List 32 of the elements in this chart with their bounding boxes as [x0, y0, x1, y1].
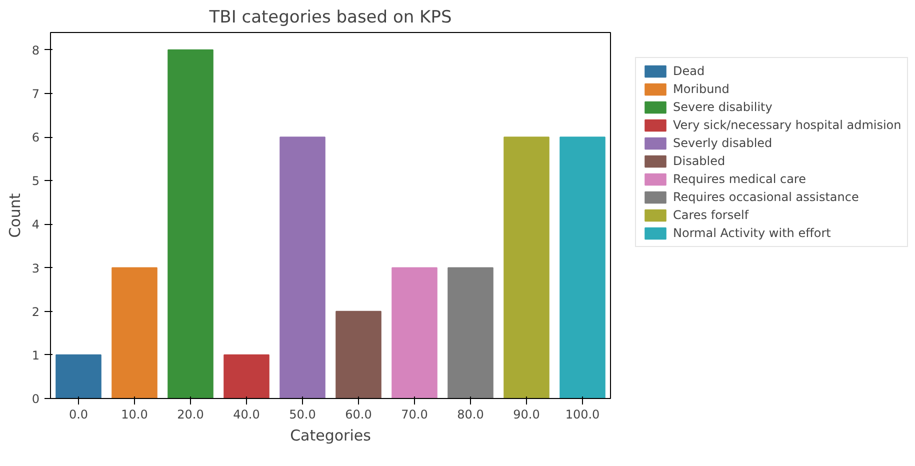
legend-label: Cares forself [673, 208, 749, 222]
legend-label: Dead [673, 64, 705, 78]
x-tick-label: 10.0 [121, 408, 148, 422]
x-tick-label: 100.0 [565, 408, 600, 422]
x-tick-label: 80.0 [457, 408, 484, 422]
x-tick-label: 70.0 [401, 408, 428, 422]
x-tick-label: 20.0 [177, 408, 204, 422]
y-tick-label: 2 [32, 304, 40, 319]
y-tick-label: 1 [32, 348, 40, 362]
y-tick-label: 8 [32, 43, 40, 58]
legend-label: Requires occasional assistance [673, 190, 859, 204]
chart-title: TBI categories based on KPS [208, 8, 452, 28]
legend-label: Disabled [673, 154, 726, 168]
legend-label: Moribund [673, 82, 730, 96]
legend-label: Very sick/necessary hospital admision [673, 118, 902, 132]
x-tick-label: 0.0 [68, 408, 88, 422]
y-tick-label: 0 [32, 392, 40, 406]
x-axis-title: Categories [290, 426, 372, 444]
legend-label: Normal Activity with effort [673, 226, 831, 240]
x-tick-label: 40.0 [233, 408, 260, 422]
x-tick-label: 60.0 [345, 408, 372, 422]
y-axis-title: Count [6, 193, 24, 238]
legend-label: Requires medical care [673, 172, 806, 186]
x-tick-label: 50.0 [289, 408, 316, 422]
legend-label: Severly disabled [673, 136, 772, 150]
y-tick-label: 5 [32, 174, 40, 188]
y-tick-label: 7 [32, 87, 40, 101]
x-tick-label: 90.0 [513, 408, 540, 422]
legend-label: Severe disability [673, 100, 772, 114]
y-tick-label: 6 [32, 130, 40, 145]
y-tick-label: 3 [32, 261, 40, 276]
y-tick-label: 4 [32, 218, 40, 232]
